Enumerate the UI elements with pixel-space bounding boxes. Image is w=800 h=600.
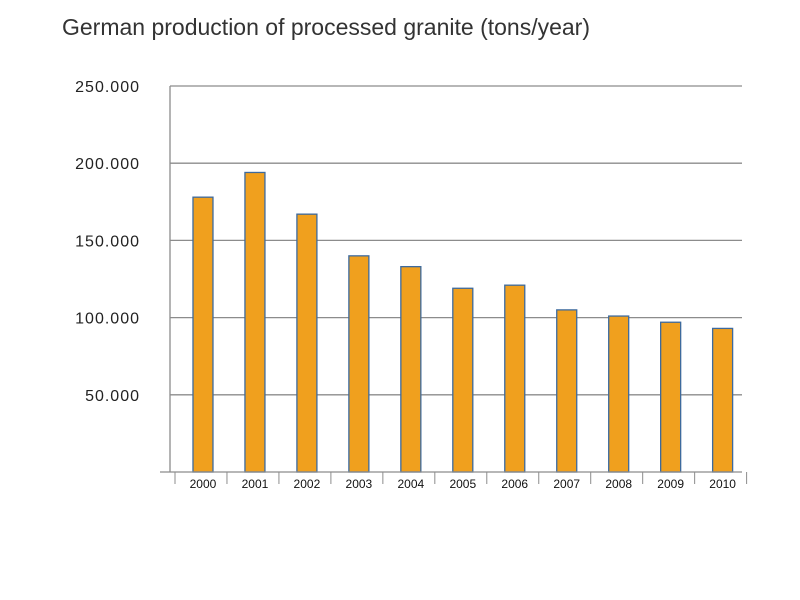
y-tick-label: 150.000: [75, 233, 140, 250]
x-tick-label: 2008: [605, 477, 632, 491]
x-tick-label: 2001: [242, 477, 269, 491]
x-tick-label: 2002: [294, 477, 321, 491]
bar-2007: [556, 309, 578, 473]
x-tick-label: 2005: [449, 477, 476, 491]
bar-2008: [608, 315, 630, 473]
bar-2001: [244, 171, 266, 473]
bar-2009: [660, 321, 682, 473]
y-tick-label: 50.000: [85, 388, 140, 405]
x-tick-label: 2006: [501, 477, 528, 491]
bar-2005: [452, 287, 474, 473]
bar-2003: [348, 255, 370, 473]
x-tick-label: 2009: [657, 477, 684, 491]
x-tick-label: 2004: [397, 477, 424, 491]
y-tick-label: 250.000: [75, 79, 140, 96]
y-tick-label: 200.000: [75, 156, 140, 173]
bar-2004: [400, 265, 422, 473]
x-tick-label: 2000: [190, 477, 217, 491]
bar-2002: [296, 213, 318, 473]
x-tick-label: 2010: [709, 477, 736, 491]
chart-title: German production of processed granite (…: [62, 14, 590, 40]
y-tick-label: 100.000: [75, 311, 140, 328]
y-axis-ticks: 50.000 100.000 150.000 200.000 250.000: [75, 79, 140, 405]
x-tick-label: 2003: [346, 477, 373, 491]
bar-2000: [192, 196, 214, 473]
x-axis: 2000 2001 2002 2003 2004 2005 2006 2007 2008 2009…: [160, 86, 748, 491]
bar-2010: [711, 327, 734, 473]
x-tick-label: 2007: [553, 477, 580, 491]
bars: [192, 171, 734, 473]
bar-2006: [504, 284, 526, 473]
